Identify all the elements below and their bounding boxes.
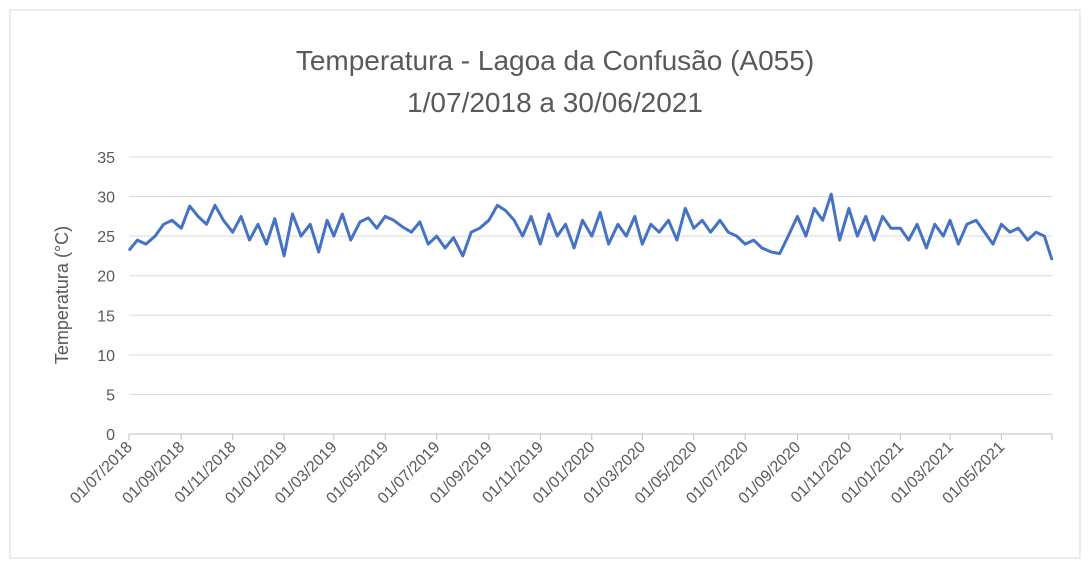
chart-frame	[9, 9, 1081, 559]
y-tick-label: 30	[97, 190, 115, 207]
y-tick-label: 35	[97, 150, 115, 167]
y-axis-label: Temperatura (°C)	[52, 226, 72, 364]
chart-title: Temperatura - Lagoa da Confusão (A055)	[296, 45, 814, 76]
y-tick-label: 0	[106, 427, 115, 444]
y-tick-label: 10	[97, 348, 115, 365]
y-tick-label: 20	[97, 269, 115, 286]
chart-subtitle: 1/07/2018 a 30/06/2021	[407, 87, 703, 118]
series-line	[127, 192, 1054, 261]
y-tick-label: 15	[97, 308, 115, 325]
y-tick-label: 5	[106, 387, 115, 404]
y-tick-label: 25	[97, 229, 115, 246]
